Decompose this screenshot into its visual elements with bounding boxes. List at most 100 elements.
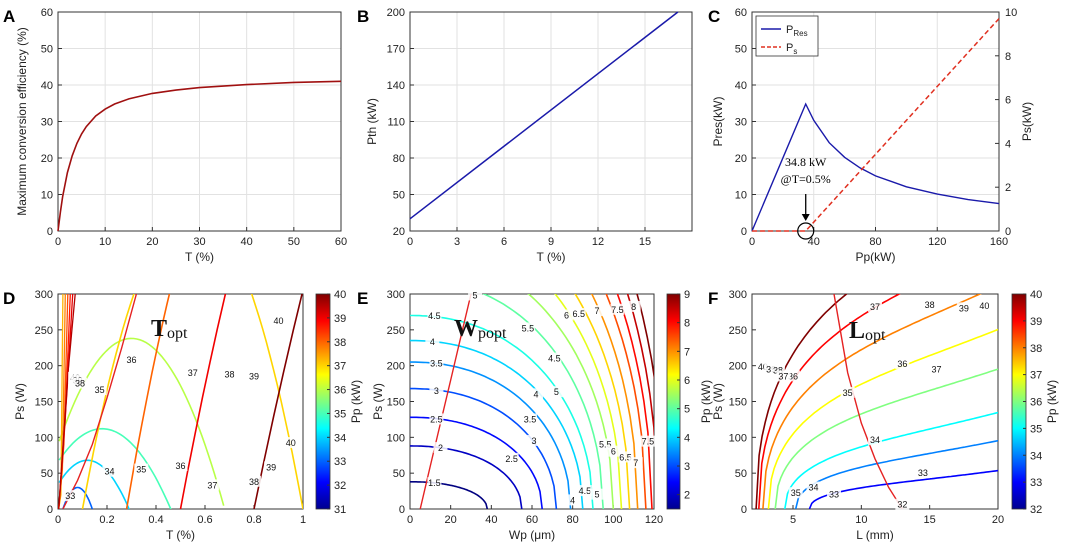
contour-label-bg <box>427 310 442 322</box>
contour-label-bg <box>504 452 519 464</box>
contour-label: 34 <box>104 467 114 477</box>
optimum-curve <box>62 294 138 509</box>
contour-label: 6.5 <box>619 452 632 462</box>
colorbar-tick-label: 38 <box>1030 343 1042 355</box>
contour-label: 7.5 <box>611 305 624 315</box>
contour-label-bg <box>547 352 562 364</box>
contour-label-bg <box>606 445 621 457</box>
panel-label: F <box>708 289 718 308</box>
contour-title-main: L <box>849 318 865 344</box>
y-right-tick-label: 4 <box>1005 138 1011 150</box>
y-right-tick-label: 8 <box>1005 51 1011 63</box>
contour-label-bg <box>63 490 78 502</box>
y-tick-label: 50 <box>393 468 405 480</box>
contour-label-bg <box>895 498 910 510</box>
contour-label: 7 <box>595 306 600 316</box>
contour-label: 3.5 <box>524 414 537 424</box>
y-tick-label: 50 <box>735 44 747 56</box>
x-tick-label: 30 <box>193 236 205 248</box>
contour-label-bg <box>429 384 444 396</box>
contour-label-bg <box>429 357 444 369</box>
contour-label-bg <box>283 437 298 449</box>
contour-level-5.5 <box>527 294 615 509</box>
colorbar-tick-label: 31 <box>334 504 346 516</box>
contours <box>58 294 303 509</box>
y-tick-label: 0 <box>741 226 747 238</box>
colorbar <box>315 293 331 510</box>
contour-label-bg <box>590 488 605 500</box>
x-tick-label: 0.8 <box>246 514 261 526</box>
annotation-circle <box>797 222 815 240</box>
contour-level-7.5 <box>605 294 647 509</box>
y-tick-label: 100 <box>35 432 53 444</box>
colorbar-tick-label: 36 <box>334 385 346 397</box>
x-tick-label: 5 <box>790 514 796 526</box>
x-tick-label: 10 <box>99 236 111 248</box>
contour-label: 38 <box>925 300 935 310</box>
contour-level-3 <box>410 387 558 509</box>
contour-label: 6 <box>564 311 569 321</box>
y-tick-label: 40 <box>41 80 53 92</box>
contour-label: 33 <box>829 490 839 500</box>
x-tick-label: 120 <box>928 236 946 248</box>
y-right-tick-label: 10 <box>1005 7 1017 19</box>
contour-label: 36 <box>788 371 798 381</box>
colorbar-tick-label: 33 <box>1030 477 1042 489</box>
contour-label-bg <box>788 487 803 499</box>
contour-label: 2.5 <box>505 454 518 464</box>
contour-label-bg <box>640 435 655 447</box>
contour-label-bg <box>895 358 910 370</box>
y-tick-label: 50 <box>393 190 405 202</box>
contour-label: 3.5 <box>430 359 443 369</box>
legend-entry: Ps <box>786 42 797 56</box>
colorbar-tick-label: 34 <box>334 432 346 444</box>
contour-label-bg <box>598 438 613 450</box>
contour-label-bg <box>271 315 286 327</box>
contour-label: 4.5 <box>548 354 561 364</box>
contour-label: 4.5 <box>428 311 441 321</box>
y-tick-label: 50 <box>41 468 53 480</box>
contour-label-bg <box>102 465 117 477</box>
contour-label-bg <box>529 388 544 400</box>
colorbar-tick-label: 5 <box>684 404 690 416</box>
y-tick-label: 10 <box>41 190 53 202</box>
contour-level-6.5 <box>574 294 631 509</box>
panel-label: B <box>357 7 369 26</box>
y-tick-label: 0 <box>47 226 53 238</box>
colorbar <box>666 293 681 510</box>
contour-label-bg <box>173 460 188 471</box>
contour-label: 37 <box>207 480 217 490</box>
y-tick-label: 50 <box>735 468 747 480</box>
contour-label-bg <box>247 370 261 382</box>
x-axis-label: Pp(kW) <box>856 250 896 264</box>
colorbar-tick-label: 40 <box>1030 289 1042 301</box>
contour-label: 37 <box>188 368 198 378</box>
y-right-tick-label: 6 <box>1005 95 1011 107</box>
contour-title-sub: popt <box>478 325 507 342</box>
y-tick-label: 50 <box>41 44 53 56</box>
contour-label: 5.5 <box>522 323 535 333</box>
x-tick-label: 20 <box>146 236 158 248</box>
contour-title: Wpopt <box>454 316 507 342</box>
pth-line <box>409 11 679 220</box>
contour-label-bg <box>956 302 971 314</box>
contour-label: 40 <box>273 316 283 326</box>
contour-level-40 <box>755 294 848 509</box>
y-right-tick-label: 2 <box>1005 182 1011 194</box>
colorbar-tick-label: 35 <box>334 408 346 420</box>
colorbar-tick-label: 37 <box>334 361 346 373</box>
x-tick-label: 80 <box>567 514 579 526</box>
contour-label: 1.5 <box>428 478 441 488</box>
contour-label: 4 <box>534 389 539 399</box>
contour-label: 3 <box>434 386 439 396</box>
contour-label-bg <box>915 467 930 479</box>
contour-label: 38 <box>224 369 234 379</box>
contour-label-bg <box>628 457 643 469</box>
colorbar-label: Pp (kW) <box>1045 380 1059 423</box>
x-axis-label: L (mm) <box>856 528 894 542</box>
colorbar-tick-label: 8 <box>684 318 690 330</box>
contour-label-bg <box>222 368 237 380</box>
contour-label: 36 <box>126 355 136 365</box>
